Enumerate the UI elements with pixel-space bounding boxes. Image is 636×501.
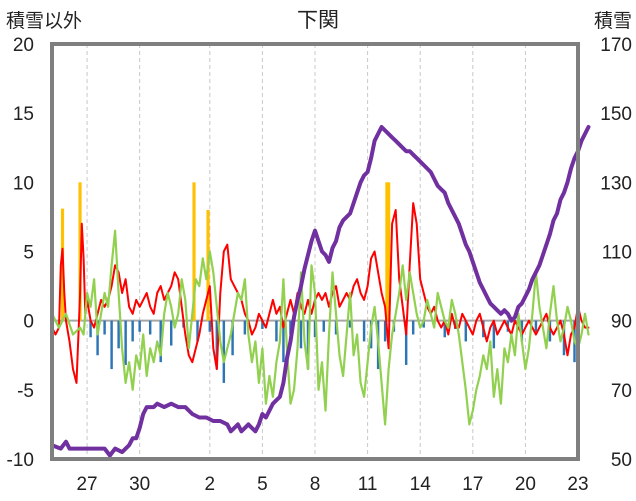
- precip-bar: [208, 320, 212, 332]
- lines-layer: [50, 125, 591, 458]
- right-axis-label: 積雪: [594, 10, 632, 32]
- precip-bar: [159, 320, 162, 363]
- precip-bar: [215, 320, 219, 370]
- x-tick-label: 14: [410, 474, 432, 495]
- precip-bar: [534, 320, 538, 332]
- right-tick-label: 170: [600, 35, 632, 56]
- precip-bar: [148, 320, 152, 335]
- x-tick-label: 27: [76, 474, 97, 495]
- snowfall-bar: [78, 182, 82, 321]
- precip-bar: [124, 320, 127, 365]
- precip-bar: [282, 320, 285, 363]
- precip-bar: [322, 320, 325, 332]
- x-tick-label: 30: [129, 474, 150, 495]
- precip-bar: [131, 320, 134, 342]
- bars-layer: [60, 182, 576, 383]
- x-tick-label: 8: [310, 474, 321, 495]
- precip-bar: [243, 320, 247, 335]
- left-tick-label: 10: [13, 173, 34, 194]
- left-tick-label: 0: [23, 312, 34, 333]
- precip-bar: [404, 320, 408, 365]
- left-tick-label: 15: [13, 104, 34, 125]
- left-tick-label: 5: [23, 243, 34, 264]
- precip-bar: [89, 320, 92, 338]
- precip-bar: [299, 320, 303, 349]
- snowfall-bar: [385, 182, 389, 321]
- plot-frame: [50, 42, 580, 461]
- snow-depth-line: [50, 125, 591, 458]
- precip-bar: [548, 320, 552, 342]
- right-tick-label: 130: [600, 173, 632, 194]
- x-tick-label: 20: [515, 474, 536, 495]
- precip-bar: [117, 320, 120, 349]
- axes-layer: 27 30 2 5 8 11 14 17 20 23 -10 -5 0 5 10 15 20 50 70 90 110 1…: [7, 35, 632, 495]
- x-tick-label: 2: [205, 474, 216, 495]
- left-tick-label: 20: [13, 35, 34, 56]
- precip-bar: [289, 320, 292, 335]
- precip-bar: [348, 320, 352, 328]
- precip-bar: [334, 320, 338, 335]
- right-tick-label: 150: [600, 104, 632, 125]
- precip-bar: [422, 320, 425, 328]
- precip-bar: [110, 320, 113, 370]
- right-tick-label: 110: [602, 243, 632, 264]
- precip-bar: [261, 320, 264, 329]
- chart-title: 下関: [297, 9, 339, 32]
- precip-bar: [138, 320, 141, 332]
- precip-bar: [411, 320, 415, 335]
- snowfall-bar: [387, 182, 391, 321]
- temperature-line: [51, 202, 590, 384]
- x-tick-label: 11: [358, 474, 378, 495]
- precip-bar: [231, 320, 234, 356]
- right-tick-label: 70: [611, 381, 632, 402]
- precip-bar: [362, 320, 366, 342]
- right-tick-label: 50: [611, 450, 632, 471]
- precip-bar: [222, 320, 226, 383]
- left-axis-label: 積雪以外: [6, 10, 82, 32]
- precip-bar: [169, 320, 173, 346]
- x-tick-label: 17: [462, 474, 483, 495]
- left-tick-label: -10: [7, 450, 34, 471]
- precip-bar: [464, 320, 468, 342]
- precip-bar: [275, 320, 278, 342]
- precip-bar: [443, 320, 446, 338]
- temp-change-line: [50, 229, 590, 426]
- x-tick-label: 5: [257, 474, 268, 495]
- precip-bar: [313, 320, 317, 338]
- precip-bar: [96, 320, 99, 356]
- precip-bar: [103, 320, 106, 335]
- snowfall-bar: [192, 182, 196, 321]
- precip-bar: [196, 320, 199, 342]
- right-tick-label: 90: [611, 312, 632, 333]
- x-tick-label: 23: [567, 474, 588, 495]
- precip-bar: [520, 320, 524, 342]
- left-tick-label: -5: [17, 381, 34, 402]
- precip-bar: [492, 320, 496, 349]
- precip-bar: [383, 320, 387, 342]
